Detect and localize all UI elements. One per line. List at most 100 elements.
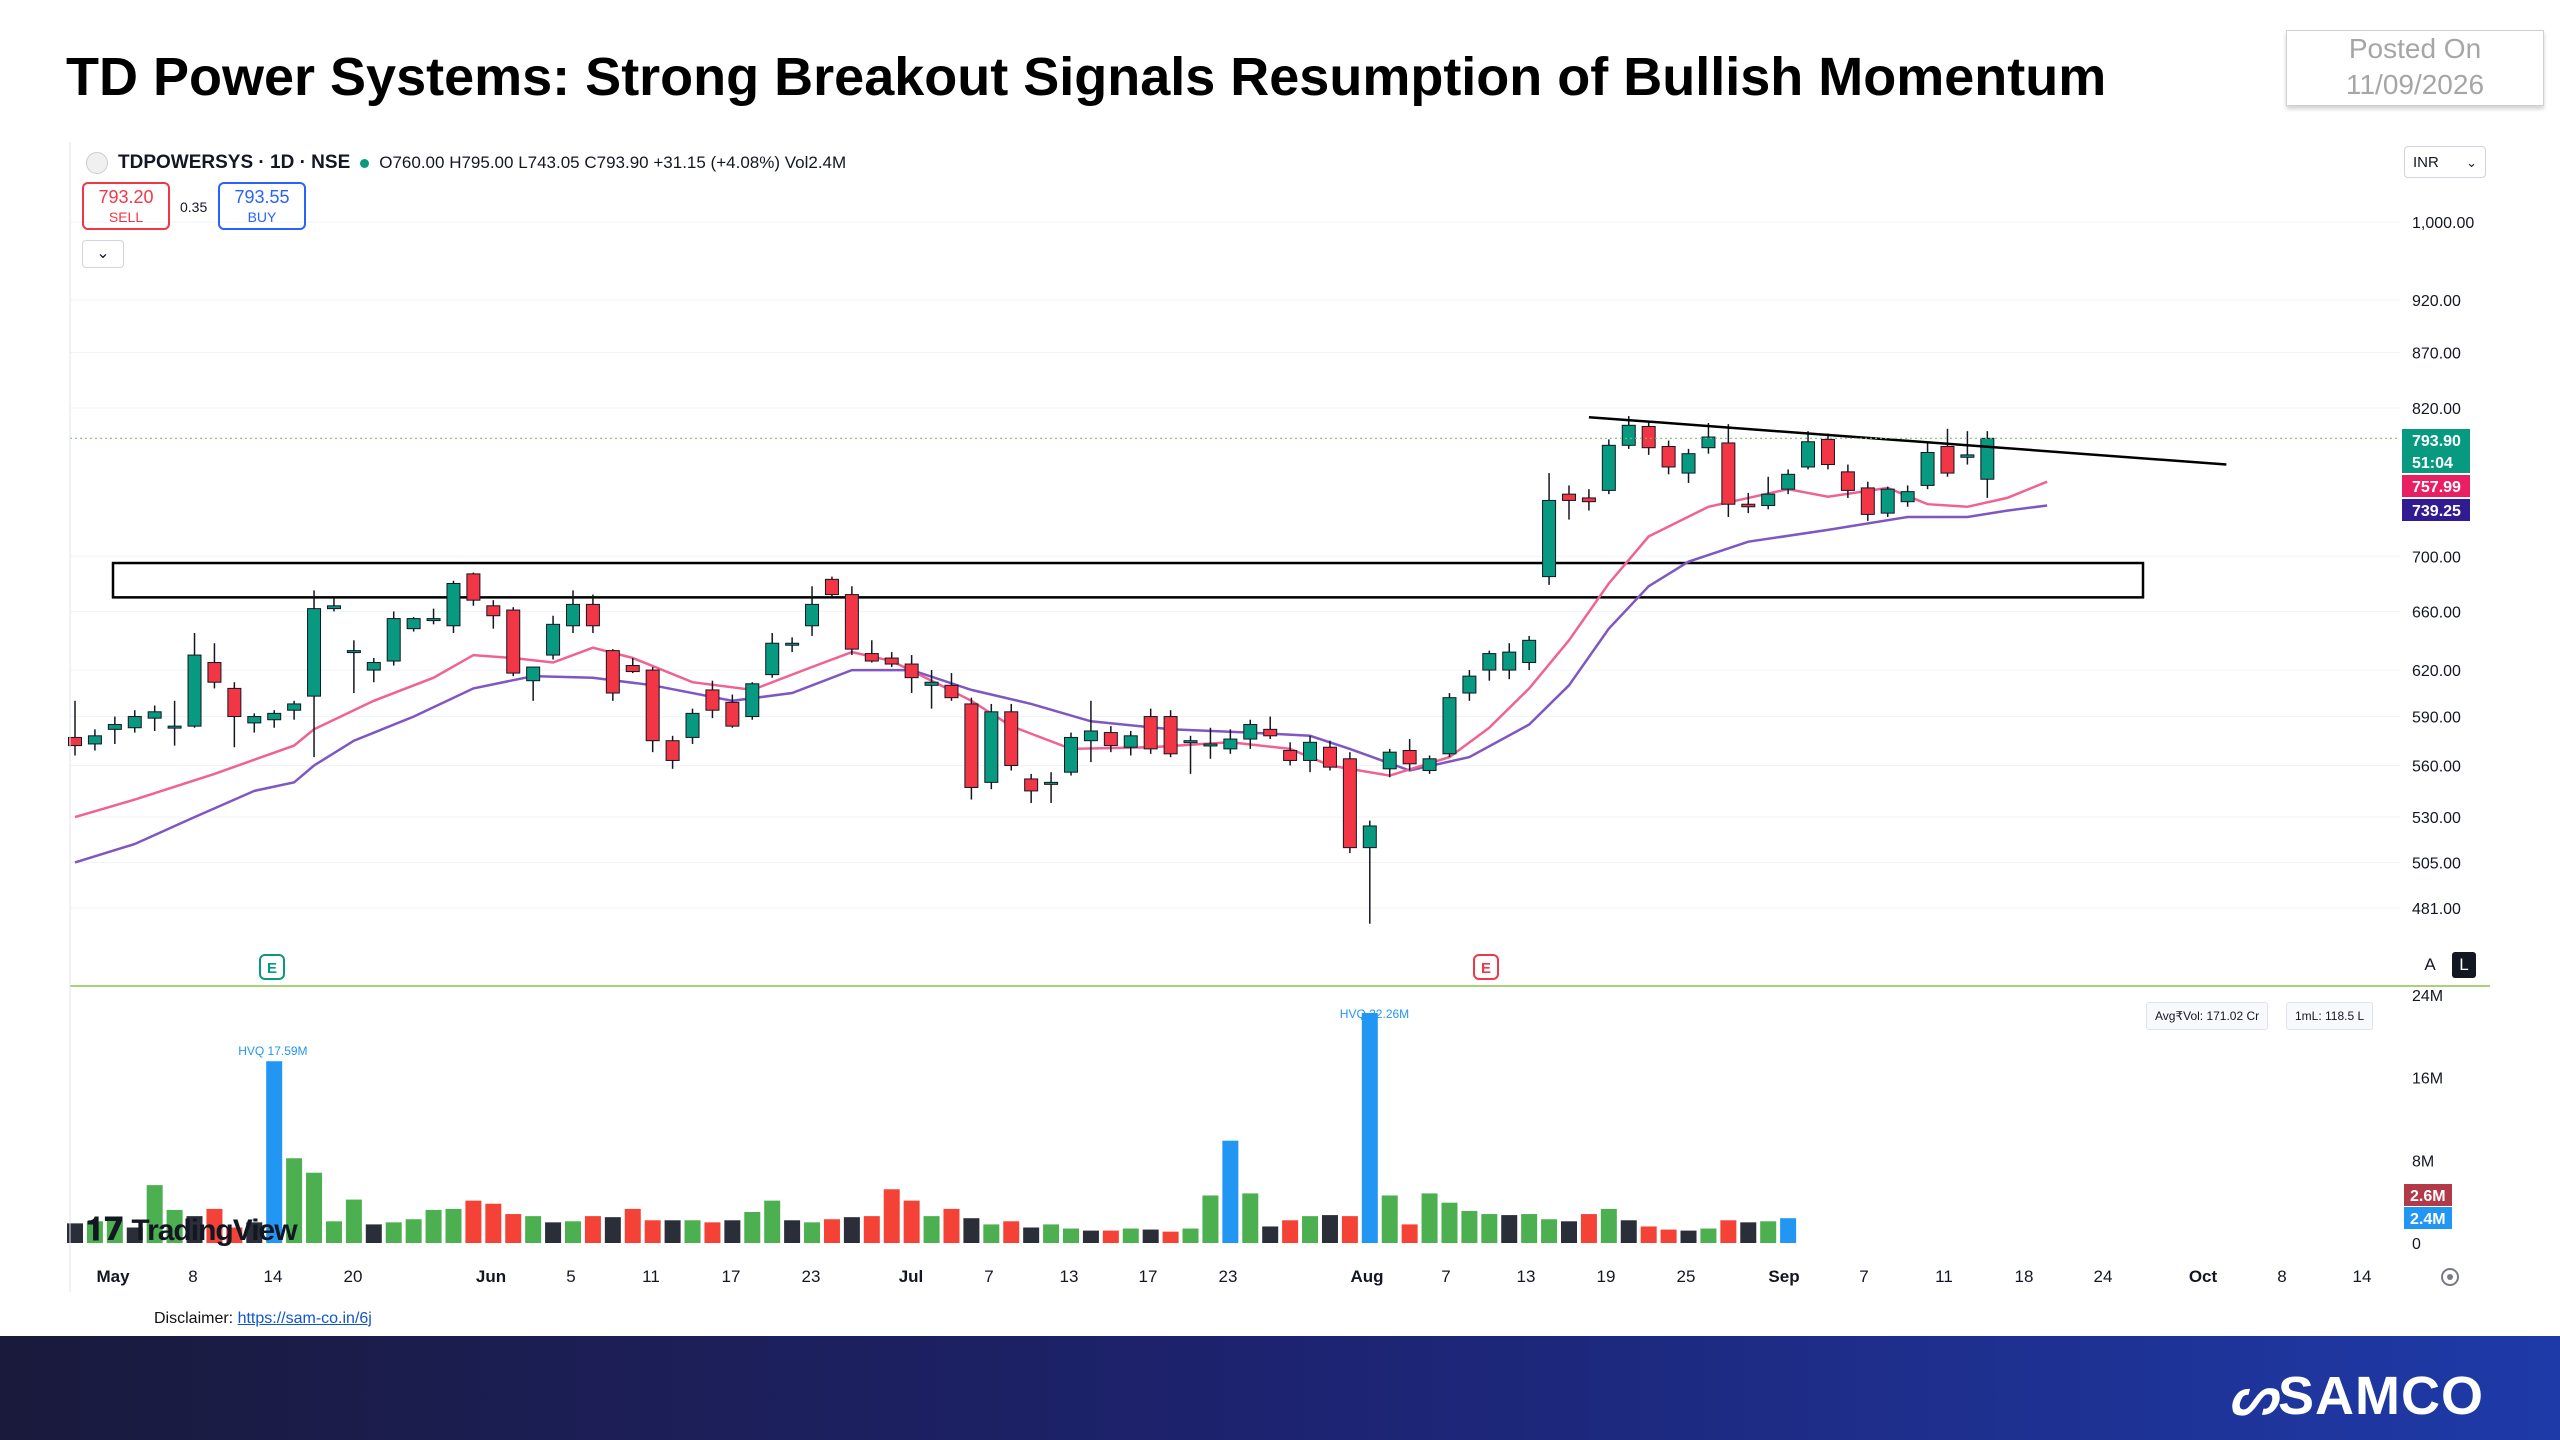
price-tick-label: 870.00 [2412, 346, 2461, 363]
buy-button[interactable]: 793.55 BUY [218, 182, 306, 230]
tradingview-wordmark: TradingView [131, 1214, 297, 1247]
volume-bar [286, 1158, 303, 1243]
candle [705, 680, 720, 719]
candle [227, 682, 242, 748]
candle [1183, 735, 1198, 774]
volume-bar [1162, 1231, 1179, 1243]
candle [824, 576, 839, 598]
price-tick-label: 590.00 [2412, 710, 2461, 727]
candle [386, 611, 401, 666]
collapse-legend-button[interactable]: ⌄ [82, 240, 124, 268]
volume-bar [1760, 1221, 1777, 1243]
candle-body [466, 573, 481, 601]
volume-bar [1063, 1228, 1079, 1243]
settings-gear-icon[interactable] [2441, 1268, 2459, 1286]
disclaimer-link[interactable]: https://sam-co.in/6j [237, 1310, 372, 1327]
candle-body [944, 684, 959, 699]
volume-tick-label: 0 [2412, 1236, 2421, 1253]
volume-bar [1003, 1221, 1020, 1243]
volume-bar [1441, 1202, 1458, 1243]
volume-bar [804, 1222, 821, 1243]
volume-bar [1302, 1216, 1319, 1243]
volume-bar [1242, 1193, 1259, 1243]
candle [1860, 481, 1875, 521]
candle-body [446, 582, 461, 627]
hvq-label: HVQ 22.26M [1340, 1007, 1409, 1021]
candle [1721, 424, 1736, 517]
candle [625, 658, 640, 674]
volume-bar [1660, 1229, 1677, 1243]
candle-body [924, 681, 939, 686]
log-scale-button[interactable]: L [2452, 952, 2476, 978]
earnings-marker-box [259, 954, 285, 980]
price-tag-text: 739.25 [2412, 503, 2461, 520]
candle-body [366, 662, 381, 671]
candle-body [247, 716, 262, 724]
auto-scale-button[interactable]: A [2424, 955, 2436, 974]
candle [1442, 693, 1457, 758]
time-tick-label: 24 [2094, 1267, 2113, 1286]
currency-select[interactable]: INR ⌄ [2404, 146, 2486, 178]
candle [1163, 710, 1178, 758]
symbol-name[interactable]: TDPOWERSYS · 1D · NSE [118, 152, 351, 173]
volume-bar [226, 1227, 243, 1243]
candle-body [1701, 436, 1716, 449]
candle-body [1024, 778, 1039, 792]
time-axis[interactable]: May 8 14 20 Jun 5 11 17 23 Jul 7 13 17 23 Aug 7 13 19 25 Se… [96, 1267, 2371, 1286]
time-tick-label: 19 [1597, 1267, 1616, 1286]
volume-bar [1142, 1229, 1159, 1243]
tradingview-logo[interactable]: 𝟏𝟳 TradingView [86, 1210, 298, 1249]
candle-body [68, 736, 82, 747]
price-tick-label: 530.00 [2412, 810, 2461, 827]
candle [1801, 431, 1816, 470]
candle [1900, 485, 1915, 507]
candle [127, 710, 142, 733]
time-tick-label: 14 [2353, 1267, 2372, 1286]
volume-bar [1401, 1224, 1418, 1243]
candle [486, 600, 501, 629]
candle [1303, 735, 1318, 773]
candle [566, 590, 580, 634]
sell-button[interactable]: 793.20 SELL [82, 182, 170, 230]
candle [984, 703, 999, 790]
candle-body [1940, 446, 1955, 474]
time-tick-label: 11 [1935, 1267, 1953, 1286]
volume-bar [67, 1223, 83, 1243]
candle [1641, 420, 1656, 455]
candle-body [147, 711, 162, 719]
volume-bar [306, 1172, 323, 1243]
candle-body [566, 603, 580, 627]
candle-body [287, 703, 302, 711]
candle [1402, 739, 1417, 771]
price-tick-label: 560.00 [2412, 758, 2461, 775]
candle [685, 708, 700, 744]
time-tick-label: 11 [642, 1267, 660, 1286]
volume-bar [1202, 1195, 1219, 1243]
price-chart[interactable]: 1,000.00 920.00 870.00 820.00 700.00 660.00 62… [0, 0, 2560, 1310]
sell-price: 793.20 [98, 187, 154, 207]
resistance-zone [111, 561, 2145, 599]
volume-tag: 2.4M [2404, 1207, 2452, 1229]
candle-body [1083, 730, 1098, 742]
volume-bar [584, 1216, 601, 1243]
candle-body [1303, 741, 1318, 761]
candle [1701, 422, 1716, 454]
time-tick-label: 8 [2277, 1267, 2286, 1286]
price-axis[interactable]: 1,000.00 920.00 870.00 820.00 700.00 660.00 62… [2412, 215, 2474, 918]
candle-body [1900, 491, 1915, 503]
volume-bar [823, 1219, 840, 1243]
time-tick-label: 23 [1219, 1267, 1238, 1286]
price-tag: 793.90 [2402, 429, 2470, 451]
trendline[interactable] [1588, 415, 2227, 466]
candle [1263, 716, 1278, 740]
candle [1681, 448, 1696, 483]
candle-body [1462, 675, 1477, 694]
disclaimer: Disclaimer: https://sam-co.in/6j [154, 1310, 372, 1328]
earnings-marker: E [1473, 954, 1499, 980]
candle [1820, 433, 1835, 470]
volume-bar [764, 1200, 781, 1243]
candle-body [805, 603, 820, 627]
candle [346, 640, 361, 694]
candle [1223, 729, 1238, 754]
